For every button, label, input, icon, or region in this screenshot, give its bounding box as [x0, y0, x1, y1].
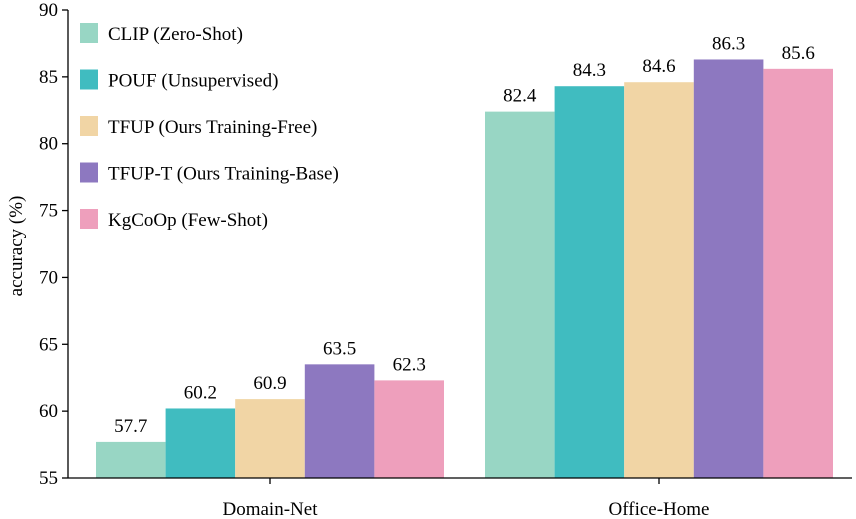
legend-swatch — [80, 209, 98, 229]
bar — [235, 399, 305, 478]
bar — [96, 441, 166, 478]
bars-group — [96, 59, 833, 479]
data-label: 86.3 — [712, 33, 745, 54]
bar — [304, 364, 375, 478]
legend-swatch — [80, 69, 98, 90]
y-tick-label: 65 — [39, 334, 58, 355]
data-label: 84.6 — [642, 56, 675, 77]
y-tick-label: 90 — [39, 0, 58, 21]
bar — [374, 380, 444, 478]
data-label: 63.5 — [323, 338, 356, 359]
legend-label: POUF (Unsupervised) — [108, 71, 278, 92]
data-label: 62.3 — [393, 354, 426, 375]
legend-swatch — [80, 162, 98, 183]
y-tick-label: 85 — [39, 67, 58, 88]
y-tick-label: 80 — [39, 134, 58, 155]
data-label: 82.4 — [503, 86, 537, 107]
bar — [624, 82, 694, 478]
y-tick-label: 60 — [39, 401, 58, 422]
legend-swatch — [80, 116, 98, 136]
y-axis: 55 60 65 70 75 80 85 90 — [39, 0, 69, 489]
data-label: 85.6 — [782, 43, 815, 64]
x-axis: Domain-Net Office-Home — [68, 477, 852, 519]
y-tick-label: 75 — [39, 201, 58, 222]
y-axis-label: accuracy (%) — [6, 196, 27, 297]
bar — [763, 68, 833, 478]
x-tick-label: Domain-Net — [223, 499, 319, 519]
data-labels-group: 57.7 60.2 60.9 63.5 62.3 82.4 84.3 84.6 86.3 85.6 — [114, 33, 815, 436]
bar — [165, 408, 236, 478]
data-label: 60.2 — [184, 382, 217, 403]
y-tick-label: 70 — [39, 267, 58, 288]
legend: CLIP (Zero-Shot) POUF (Unsupervised) TFUP … — [80, 23, 339, 231]
x-tick-label: Office-Home — [609, 499, 710, 519]
data-label: 84.3 — [573, 60, 606, 81]
data-label: 60.9 — [253, 373, 286, 394]
bar — [554, 86, 625, 479]
legend-label: KgCoOp (Few-Shot) — [108, 210, 268, 231]
legend-label: CLIP (Zero-Shot) — [108, 24, 243, 45]
legend-label: TFUP-T (Ours Training-Base) — [108, 164, 339, 185]
data-label: 57.7 — [114, 416, 147, 437]
legend-label: TFUP (Ours Training-Free) — [108, 117, 317, 138]
y-tick-label: 55 — [39, 468, 58, 489]
bar — [693, 59, 764, 479]
legend-swatch — [80, 23, 98, 43]
bar — [485, 111, 555, 478]
